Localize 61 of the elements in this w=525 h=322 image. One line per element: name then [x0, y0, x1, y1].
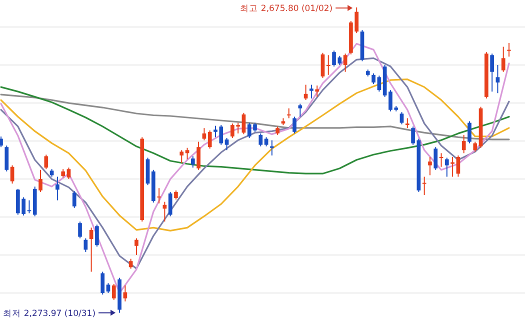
- candlestick: [128, 258, 133, 270]
- candlestick: [434, 146, 438, 170]
- candlestick: [320, 52, 325, 78]
- candlestick: [450, 156, 454, 178]
- candlestick: [78, 221, 82, 239]
- candlestick: [343, 53, 348, 72]
- candlestick: [38, 169, 42, 192]
- candlestick: [264, 136, 268, 147]
- candlestick: [400, 112, 404, 125]
- candlestick: [224, 137, 229, 151]
- candlestick: [456, 154, 460, 178]
- candlestick: [190, 156, 195, 168]
- candlestick: [507, 42, 511, 58]
- candlestick: [377, 75, 382, 92]
- candlestick: [473, 141, 478, 152]
- candlestick: [174, 190, 178, 200]
- candlestick: [112, 283, 116, 300]
- candlestick: [27, 200, 32, 214]
- candlestick: [298, 103, 302, 118]
- candlestick: [326, 54, 330, 76]
- candlestick: [411, 126, 415, 146]
- annotation: 최고 2,675.80 (01/02): [240, 4, 333, 14]
- candlestick: [196, 141, 200, 170]
- candlestick: [405, 118, 410, 129]
- candlestick: [72, 190, 76, 208]
- candlestick: [56, 176, 60, 201]
- candlestick: [95, 224, 99, 248]
- candlestick: [315, 85, 320, 98]
- candlestick: [439, 152, 444, 168]
- candlestick: [0, 136, 3, 148]
- candlestick: [208, 130, 212, 150]
- candlestick: [468, 120, 472, 144]
- candlestick: [66, 167, 71, 180]
- candlestick: [270, 140, 274, 156]
- candlestick: [180, 150, 184, 164]
- candlestick: [168, 191, 172, 217]
- candlestick: [372, 72, 376, 85]
- candlestick: [84, 238, 88, 252]
- candlestick: [258, 132, 263, 147]
- candlestick: [304, 84, 308, 100]
- candlestick: [106, 282, 110, 294]
- candlestick: [292, 116, 296, 134]
- candlestick: [286, 108, 291, 119]
- candlestick: [490, 53, 494, 92]
- candlestick: [242, 112, 246, 135]
- candlestick: [10, 164, 14, 184]
- candlestick: [157, 188, 161, 204]
- candlestick: [123, 284, 128, 302]
- candlestick: [100, 271, 105, 296]
- candlestick: [496, 64, 500, 94]
- candlestick: [44, 154, 48, 170]
- candlestick: [89, 227, 94, 272]
- candlestick: [444, 157, 449, 178]
- candlestick: [501, 46, 506, 72]
- candlestick: [422, 176, 426, 196]
- candlestick: [462, 134, 466, 154]
- annotation: 최저 2,273.97 (10/31): [3, 308, 96, 319]
- candlestick: [310, 84, 314, 99]
- candlestick: [4, 145, 9, 172]
- candlestick: [428, 156, 432, 176]
- candlestick: [134, 238, 138, 256]
